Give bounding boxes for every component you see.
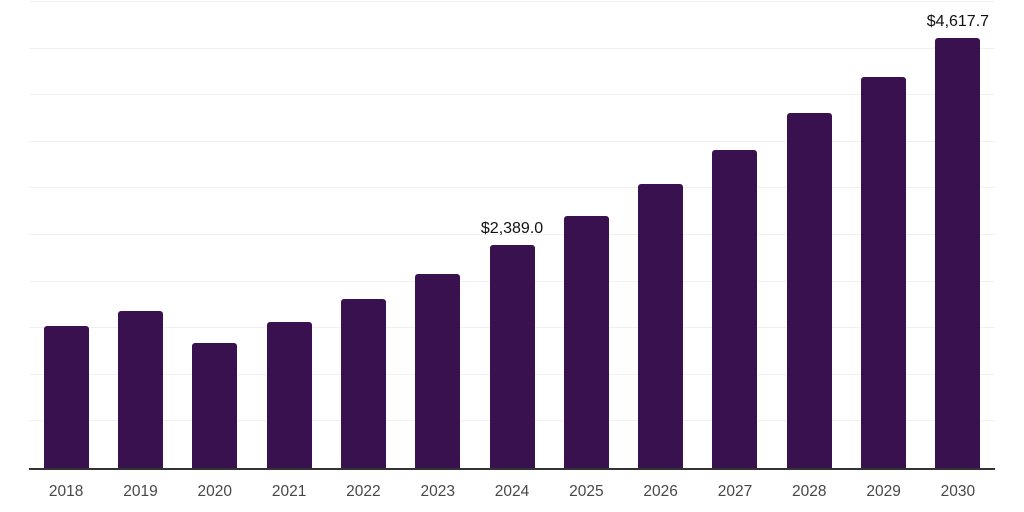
bar-slot-2023 <box>401 2 475 468</box>
bar-2027 <box>712 150 758 468</box>
x-tick-2020: 2020 <box>197 483 233 500</box>
bar-2030 <box>935 37 981 468</box>
bar-slot-2020 <box>178 2 252 468</box>
bar-slot-2025 <box>549 2 623 468</box>
data-label-2030: $4,617.7 <box>926 12 990 30</box>
x-tick-2024: 2024 <box>494 483 530 500</box>
gridline-4500 <box>29 47 995 49</box>
bar-slot-2021 <box>252 2 326 468</box>
gridline-3000 <box>29 187 995 189</box>
bar-2029 <box>861 76 907 468</box>
bar-slot-2027 <box>698 2 772 468</box>
bar-slot-2029 <box>846 2 920 468</box>
bar-slot-2018 <box>29 2 103 468</box>
bar-slot-2022 <box>326 2 400 468</box>
bar-slot-2024: $2,389.0 <box>475 2 549 468</box>
data-label-2024: $2,389.0 <box>480 220 544 238</box>
bar-series: $2,389.0 $4,617.7 <box>29 2 995 468</box>
gridline-2500 <box>29 234 995 235</box>
bar-slot-2019 <box>103 2 177 468</box>
bar-2019 <box>117 311 163 468</box>
bar-2022 <box>340 298 386 468</box>
bar-2028 <box>786 113 832 468</box>
gridline-5000 <box>29 1 995 2</box>
x-tick-2030: 2030 <box>940 483 976 500</box>
x-tick-2019: 2019 <box>123 483 158 500</box>
bar-slot-2028 <box>772 2 846 468</box>
x-tick-2027: 2027 <box>717 483 753 500</box>
x-tick-2023: 2023 <box>420 483 455 500</box>
bar-2023 <box>415 273 461 468</box>
x-tick-2025: 2025 <box>569 483 604 500</box>
plot-area: $2,389.0 $4,617.7 <box>29 1 995 468</box>
bar-2025 <box>563 215 609 468</box>
x-tick-2029: 2029 <box>866 483 901 500</box>
x-tick-2018: 2018 <box>48 483 84 500</box>
x-axis-labels: 2018 2019 2020 2021 2022 2023 2024 2025 2026 2027… <box>29 483 995 501</box>
bar-2026 <box>638 184 684 468</box>
bar-2021 <box>266 321 312 468</box>
gridline-4000 <box>29 94 995 96</box>
x-tick-2022: 2022 <box>346 483 381 500</box>
gridline-3500 <box>29 140 995 142</box>
bar-slot-2030: $4,617.7 <box>921 2 995 468</box>
bar-2020 <box>192 342 238 468</box>
x-tick-2028: 2028 <box>792 483 827 500</box>
x-axis-line <box>29 468 995 470</box>
x-tick-2026: 2026 <box>643 483 678 500</box>
bar-slot-2026 <box>624 2 698 468</box>
x-tick-2021: 2021 <box>271 483 307 500</box>
bar-2024 <box>489 245 535 468</box>
bar-2018 <box>43 326 89 468</box>
